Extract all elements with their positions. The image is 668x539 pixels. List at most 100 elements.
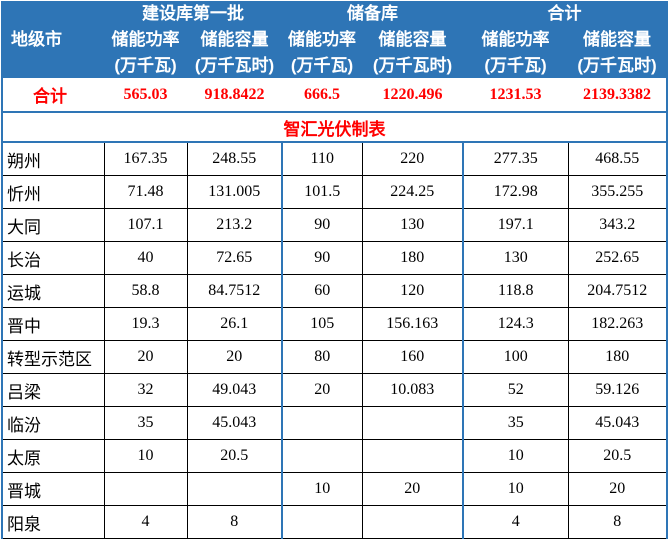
table-row: 朔州 167.35 248.55 110 220 277.35 468.55 (1, 142, 668, 176)
reserve-power-cell (281, 439, 362, 473)
reserve-capacity-cell: 20 (361, 472, 463, 506)
table-row: 晋中 19.3 26.1 105 156.163 124.3 182.263 (1, 307, 668, 341)
build-capacity-cell: 72.65 (186, 241, 282, 275)
build-power-cell: 10 (103, 439, 187, 473)
table-row: 大同 107.1 213.2 90 130 197.1 343.2 (1, 208, 668, 242)
total-power-cell: 124.3 (462, 307, 568, 341)
total-capacity-cell: 182.263 (567, 307, 668, 341)
total-capacity-cell: 468.55 (567, 142, 668, 176)
col-header-power: 储能功率 (463, 26, 568, 52)
data-body: 朔州 167.35 248.55 110 220 277.35 468.55 忻州 71.48 1… (1, 142, 668, 539)
build-capacity-cell: 45.043 (186, 406, 282, 440)
build-power-cell: 32 (103, 373, 187, 407)
city-name: 朔州 (1, 142, 104, 176)
total-capacity-cell: 20.5 (567, 439, 668, 473)
reserve-power-cell (281, 505, 362, 539)
reserve-capacity-cell: 220 (361, 142, 463, 176)
build-power-cell: 58.8 (103, 274, 187, 308)
reserve-power-cell: 90 (281, 241, 362, 275)
build-capacity-cell: 20.5 (186, 439, 282, 473)
total-capacity-cell: 45.043 (567, 406, 668, 440)
build-power-cell: 20 (103, 340, 187, 374)
city-name: 吕梁 (1, 373, 104, 407)
build-capacity-cell: 213.2 (186, 208, 282, 242)
total-power-cell: 130 (462, 241, 568, 275)
total-capacity-cell: 252.65 (567, 241, 668, 275)
total-power-cell: 52 (462, 373, 568, 407)
reserve-power-cell: 10 (281, 472, 362, 506)
reserve-power-cell: 110 (281, 142, 362, 176)
build-capacity-cell: 20 (186, 340, 282, 374)
col-header-capacity: 储能容量 (362, 26, 463, 52)
total-label: 合计 (1, 78, 104, 113)
reserve-capacity-cell (361, 439, 463, 473)
col-header-capacity: 储能容量 (568, 26, 668, 52)
build-power-cell (103, 472, 187, 506)
col-header-power: 储能功率 (282, 26, 362, 52)
col-unit-capacity: (万千瓦时) (568, 52, 668, 78)
total-value: 666.5 (282, 78, 362, 113)
total-value: 565.03 (104, 78, 187, 113)
table-row: 太原 10 20.5 10 20.5 (1, 439, 668, 473)
table-header: 地级市 建设库第一批 储备库 合计 储能功率 储能容量 储能功率 储能容量 储能… (1, 1, 668, 78)
reserve-capacity-cell (361, 505, 463, 539)
build-power-cell: 167.35 (103, 142, 187, 176)
city-name: 转型示范区 (1, 340, 104, 374)
reserve-power-cell: 20 (281, 373, 362, 407)
total-power-cell: 4 (462, 505, 568, 539)
total-value: 1220.496 (362, 78, 463, 113)
total-power-cell: 172.98 (462, 175, 568, 209)
build-capacity-cell: 84.7512 (186, 274, 282, 308)
city-name: 太原 (1, 439, 104, 473)
reserve-power-cell (281, 406, 362, 440)
total-capacity-cell: 59.126 (567, 373, 668, 407)
banner-row: 智汇光伏制表 (1, 112, 668, 143)
build-capacity-cell: 49.043 (186, 373, 282, 407)
city-name: 晋城 (1, 472, 104, 506)
city-column-header: 地级市 (1, 1, 104, 78)
col-unit-power: (万千瓦) (104, 52, 187, 78)
group-header-total: 合计 (463, 1, 668, 26)
total-power-cell: 10 (462, 472, 568, 506)
total-value: 1231.53 (463, 78, 568, 113)
table-row: 运城 58.8 84.7512 60 120 118.8 204.7512 (1, 274, 668, 308)
table-row: 临汾 35 45.043 35 45.043 (1, 406, 668, 440)
reserve-capacity-cell: 10.083 (361, 373, 463, 407)
total-capacity-cell: 355.255 (567, 175, 668, 209)
table-row: 长治 40 72.65 90 180 130 252.65 (1, 241, 668, 275)
build-power-cell: 40 (103, 241, 187, 275)
build-power-cell: 35 (103, 406, 187, 440)
city-name: 晋中 (1, 307, 104, 341)
total-capacity-cell: 180 (567, 340, 668, 374)
col-unit-power: (万千瓦) (463, 52, 568, 78)
col-unit-capacity: (万千瓦时) (362, 52, 463, 78)
table-row: 晋城 10 20 10 20 (1, 472, 668, 506)
table-row: 忻州 71.48 131.005 101.5 224.25 172.98 355.255 (1, 175, 668, 209)
city-name: 临汾 (1, 406, 104, 440)
reserve-power-cell: 101.5 (281, 175, 362, 209)
total-power-cell: 10 (462, 439, 568, 473)
build-power-cell: 4 (103, 505, 187, 539)
total-value: 2139.3382 (568, 78, 668, 113)
reserve-power-cell: 80 (281, 340, 362, 374)
col-header-power: 储能功率 (104, 26, 187, 52)
reserve-capacity-cell: 156.163 (361, 307, 463, 341)
city-name: 运城 (1, 274, 104, 308)
banner-text: 智汇光伏制表 (1, 112, 668, 143)
build-power-cell: 71.48 (103, 175, 187, 209)
total-capacity-cell: 204.7512 (567, 274, 668, 308)
reserve-capacity-cell: 224.25 (361, 175, 463, 209)
col-unit-capacity: (万千瓦时) (187, 52, 282, 78)
group-header-reserve: 储备库 (282, 1, 463, 26)
total-power-cell: 100 (462, 340, 568, 374)
reserve-power-cell: 60 (281, 274, 362, 308)
build-power-cell: 107.1 (103, 208, 187, 242)
total-capacity-cell: 20 (567, 472, 668, 506)
city-name: 忻州 (1, 175, 104, 209)
table-row: 阳泉 4 8 4 8 (1, 505, 668, 539)
total-power-cell: 197.1 (462, 208, 568, 242)
reserve-power-cell: 105 (281, 307, 362, 341)
reserve-capacity-cell (361, 406, 463, 440)
build-capacity-cell: 248.55 (186, 142, 282, 176)
